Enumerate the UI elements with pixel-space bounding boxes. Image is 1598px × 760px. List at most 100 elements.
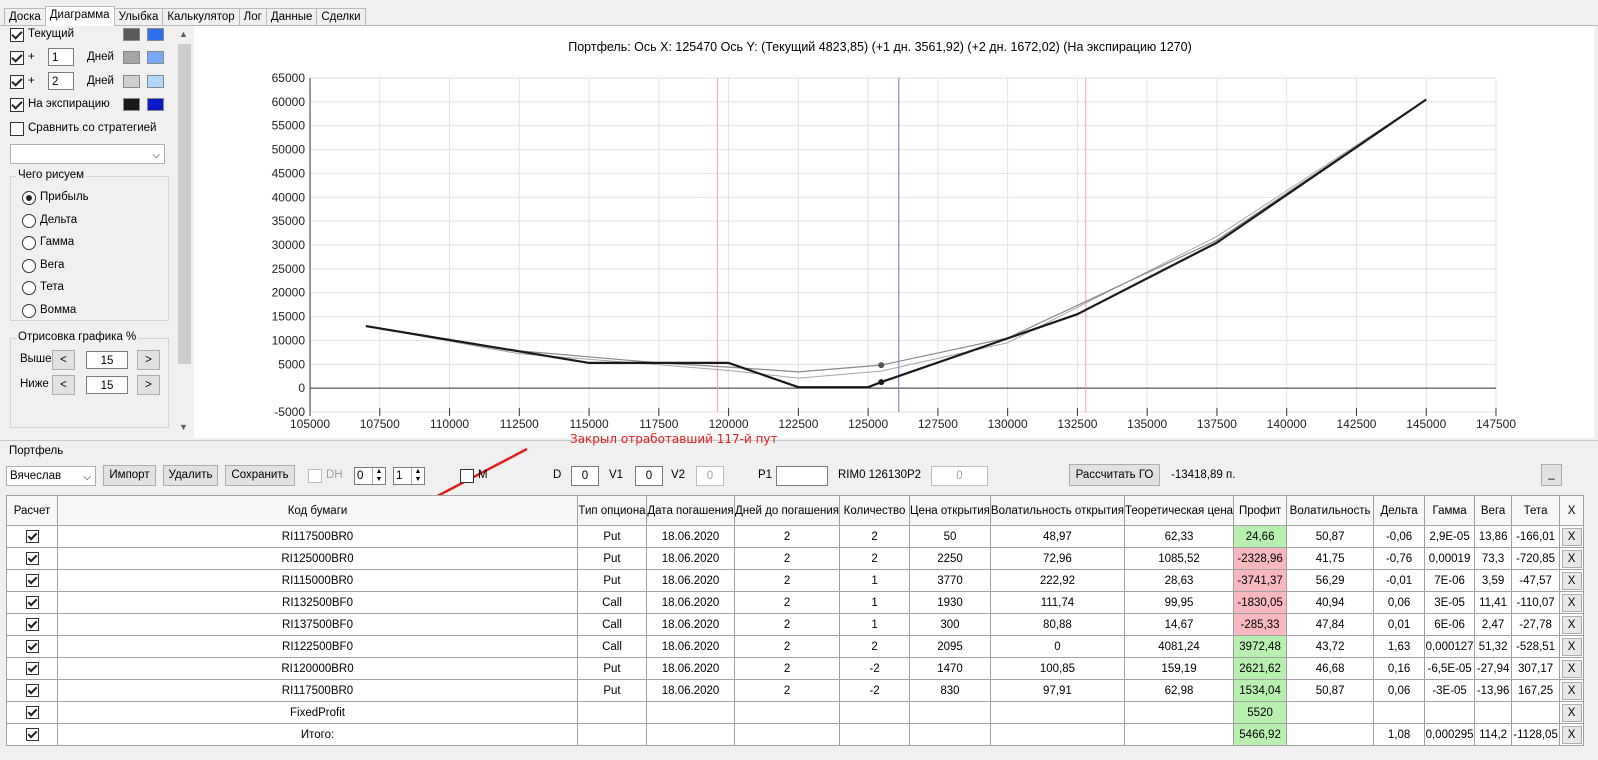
column-header-2[interactable]: Тип опциона — [577, 495, 647, 526]
radio-3[interactable] — [22, 258, 36, 273]
tab-3[interactable]: Калькулятор — [162, 8, 240, 26]
row-checkbox[interactable] — [25, 552, 39, 565]
spin-arrows-icon[interactable]: ▲ ▼ — [411, 468, 424, 484]
day1-color-swatch[interactable] — [123, 51, 140, 64]
column-header-4[interactable]: Дней до погашения — [733, 495, 841, 526]
delete-row-button[interactable]: X — [1561, 703, 1582, 722]
column-header-1[interactable]: Код бумаги — [57, 495, 578, 526]
scroll-down-icon[interactable]: ▼ — [179, 422, 188, 432]
column-header-13[interactable]: Вега — [1474, 495, 1513, 526]
row-checkbox[interactable] — [25, 728, 39, 741]
delete-row-button[interactable]: X — [1561, 549, 1582, 568]
column-header-5[interactable]: Количество — [839, 495, 911, 526]
calculate-margin-button[interactable]: Рассчитать ГО — [1069, 464, 1160, 486]
delete-row-button[interactable]: X — [1561, 681, 1582, 700]
delete-row-button[interactable]: X — [1561, 571, 1582, 590]
column-header-11[interactable]: Дельта — [1373, 495, 1426, 526]
tab-6[interactable]: Сделки — [316, 8, 366, 26]
column-header-15[interactable]: X — [1559, 495, 1585, 526]
expiry-checkbox[interactable] — [10, 98, 24, 112]
cell-profit: 3972,48 — [1233, 635, 1288, 658]
column-header-8[interactable]: Теоретическая цена — [1123, 495, 1235, 526]
delete-row-button[interactable]: X — [1561, 615, 1582, 634]
expiry-color-swatch[interactable] — [123, 98, 140, 111]
y-tick-label: 20000 — [272, 286, 306, 300]
m-checkbox[interactable] — [460, 469, 474, 483]
cell-theta: -166,01 — [1511, 525, 1561, 548]
tab-4[interactable]: Лог — [238, 8, 267, 26]
compare-checkbox[interactable] — [10, 122, 24, 136]
day1-checkbox[interactable] — [10, 51, 24, 65]
delete-row-button[interactable]: X — [1561, 593, 1582, 612]
row-checkbox[interactable] — [25, 684, 39, 697]
radio-1[interactable] — [22, 213, 36, 228]
day2-checkbox[interactable] — [10, 75, 24, 89]
row-checkbox[interactable] — [25, 662, 39, 675]
current-color-swatch[interactable] — [123, 28, 140, 41]
calc-cell — [6, 701, 58, 724]
p2-input[interactable]: 0 — [931, 466, 988, 486]
day1-color-swatch-alt[interactable] — [147, 51, 164, 64]
x-tick-label: 137500 — [1197, 417, 1237, 431]
radio-5[interactable] — [22, 304, 36, 318]
left-panel-scrollbar[interactable]: ▲ ▼ — [176, 26, 192, 436]
radio-4[interactable] — [22, 281, 36, 296]
row-checkbox[interactable] — [25, 530, 39, 543]
radio-2[interactable] — [22, 236, 36, 251]
day1-input[interactable]: 1 — [48, 48, 74, 66]
save-button[interactable]: Сохранить — [225, 465, 295, 486]
below-increase-button[interactable]: > — [137, 375, 160, 395]
scroll-up-icon[interactable]: ▲ — [179, 29, 188, 39]
row-checkbox[interactable] — [25, 640, 39, 653]
scroll-thumb[interactable] — [178, 44, 191, 364]
radio-0[interactable] — [22, 191, 36, 205]
spin1-input[interactable]: 0 ▲ ▼ — [354, 467, 386, 485]
user-select[interactable]: Вячеслав ⌵ — [6, 466, 96, 486]
current-color-swatch-alt[interactable] — [147, 28, 164, 41]
above-increase-button[interactable]: > — [137, 350, 160, 370]
tab-5[interactable]: Данные — [265, 8, 318, 26]
delete-row-button[interactable]: X — [1561, 659, 1582, 678]
column-header-14[interactable]: Тета — [1511, 495, 1561, 526]
delete-row-button[interactable]: X — [1561, 725, 1582, 744]
day2-color-swatch[interactable] — [123, 75, 140, 88]
dh-checkbox[interactable] — [308, 469, 322, 483]
empty-cell — [1286, 701, 1375, 724]
v2-input[interactable]: 0 — [696, 466, 724, 486]
row-checkbox[interactable] — [25, 596, 39, 609]
below-input[interactable]: 15 — [86, 376, 128, 394]
delete-row-button[interactable]: X — [1561, 637, 1582, 656]
p1-input[interactable] — [776, 466, 828, 486]
minimize-button[interactable]: _ — [1541, 464, 1562, 486]
y-tick-label: 25000 — [272, 262, 306, 276]
tab-1[interactable]: Диаграмма — [44, 6, 115, 26]
column-header-0[interactable]: Расчет — [6, 495, 58, 526]
delete-button[interactable]: Удалить — [163, 465, 218, 486]
above-decrease-button[interactable]: < — [52, 350, 75, 370]
spin-arrows-icon[interactable]: ▲ ▼ — [372, 468, 385, 484]
x-tick-label: 130000 — [988, 417, 1028, 431]
v1-input[interactable]: 0 — [635, 466, 663, 486]
column-header-7[interactable]: Волатильность открытия — [989, 495, 1125, 526]
above-input[interactable]: 15 — [86, 351, 128, 369]
strategy-select[interactable]: ⌵ — [10, 144, 165, 164]
day2-input[interactable]: 2 — [48, 72, 74, 90]
column-header-6[interactable]: Цена открытия — [909, 495, 991, 526]
delete-row-button[interactable]: X — [1561, 527, 1582, 546]
column-header-3[interactable]: Дата погашения — [646, 495, 735, 526]
import-button[interactable]: Импорт — [103, 465, 156, 486]
d-input[interactable]: 0 — [571, 466, 599, 486]
spin2-input[interactable]: 1 ▲ ▼ — [393, 467, 425, 485]
column-header-10[interactable]: Волатильность — [1286, 495, 1375, 526]
column-header-9[interactable]: Профит — [1233, 495, 1288, 526]
row-checkbox[interactable] — [25, 706, 39, 719]
day2-color-swatch-alt[interactable] — [147, 75, 164, 88]
column-header-12[interactable]: Гамма — [1424, 495, 1476, 526]
current-checkbox[interactable] — [10, 28, 24, 42]
tab-2[interactable]: Улыбка — [113, 8, 164, 26]
row-checkbox[interactable] — [25, 574, 39, 587]
row-checkbox[interactable] — [25, 618, 39, 631]
expiry-color-swatch-alt[interactable] — [147, 98, 164, 111]
tab-0[interactable]: Доска — [4, 8, 46, 26]
below-decrease-button[interactable]: < — [52, 375, 75, 395]
